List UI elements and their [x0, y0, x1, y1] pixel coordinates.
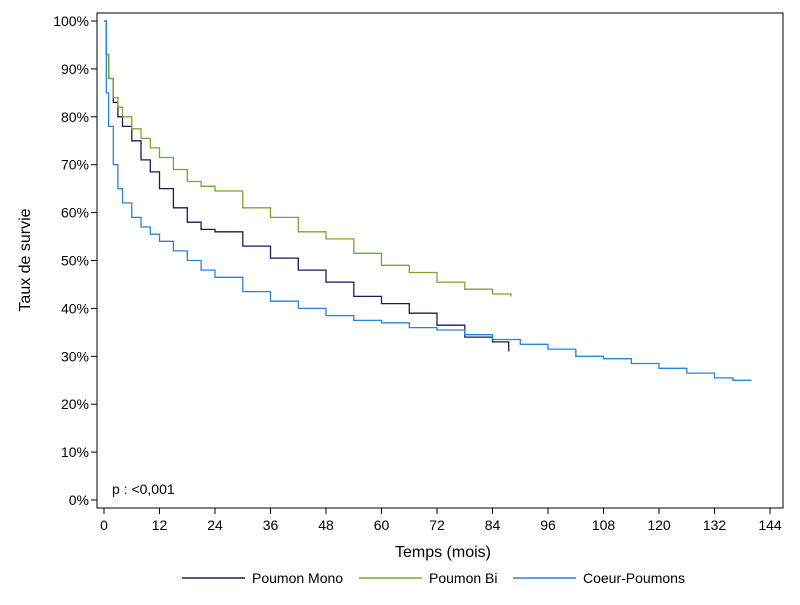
- y-tick-label: 60%: [61, 205, 89, 221]
- x-tick-label: 60: [374, 517, 390, 533]
- series-line-3: [104, 20, 752, 381]
- y-tick-label: 30%: [61, 348, 89, 364]
- p-value-annotation: p : <0,001: [112, 481, 175, 497]
- y-tick-label: 40%: [61, 300, 89, 316]
- x-tick-label: 36: [263, 517, 279, 533]
- x-axis-label: Temps (mois): [395, 544, 491, 561]
- x-tick-label: 84: [485, 517, 501, 533]
- x-axis-ticks: 0 12 24 36 48 60 72 84 96 108 120 132 144: [100, 508, 782, 533]
- series-line-1: [104, 20, 510, 352]
- y-tick-label: 10%: [61, 444, 89, 460]
- y-tick-label: 90%: [61, 61, 89, 77]
- x-tick-label: 72: [429, 517, 445, 533]
- x-tick-label: 96: [540, 517, 556, 533]
- series-line-2: [104, 20, 512, 297]
- y-axis-label: Taux de survie: [17, 208, 34, 311]
- y-tick-label: 100%: [53, 13, 89, 29]
- y-tick-label: 20%: [61, 396, 89, 412]
- x-tick-label: 12: [152, 517, 168, 533]
- y-tick-label: 50%: [61, 253, 89, 269]
- x-tick-label: 48: [318, 517, 334, 533]
- y-tick-label: 0%: [69, 492, 89, 508]
- x-tick-label: 108: [592, 517, 616, 533]
- x-tick-label: 0: [100, 517, 108, 533]
- x-tick-label: 120: [647, 517, 671, 533]
- legend-label-3: Coeur-Poumons: [583, 570, 685, 586]
- y-tick-label: 80%: [61, 109, 89, 125]
- x-tick-label: 144: [758, 517, 782, 533]
- x-tick-label: 132: [703, 517, 727, 533]
- x-tick-label: 24: [207, 517, 223, 533]
- legend-label-1: Poumon Mono: [252, 570, 343, 586]
- y-tick-label: 70%: [61, 157, 89, 173]
- legend: Poumon Mono Poumon Bi Coeur-Poumons: [182, 570, 685, 586]
- legend-label-2: Poumon Bi: [429, 570, 497, 586]
- series-lines: [104, 20, 752, 381]
- y-axis-ticks: 0% 10% 20% 30% 40% 50% 60% 70% 80% 90% 100%: [53, 13, 97, 508]
